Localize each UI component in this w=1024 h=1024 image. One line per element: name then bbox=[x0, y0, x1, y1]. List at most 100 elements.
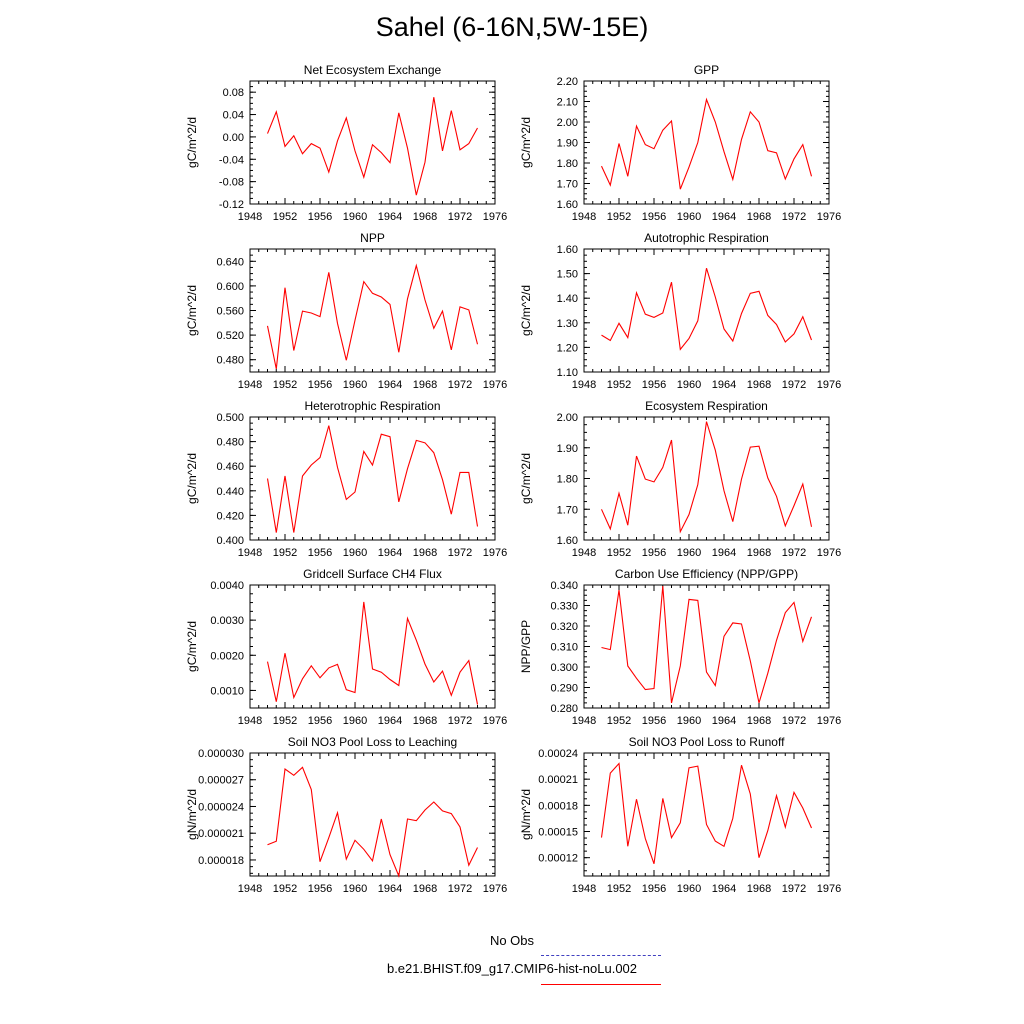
y-tick-label: 0.0020 bbox=[210, 650, 244, 662]
y-tick-label: -0.12 bbox=[219, 199, 244, 211]
x-tick-label: 1972 bbox=[448, 883, 472, 895]
x-tick-label: 1956 bbox=[642, 379, 666, 391]
x-tick-label: 1976 bbox=[483, 547, 507, 559]
y-tick-label: 0.520 bbox=[216, 330, 244, 342]
y-tick-label: 2.00 bbox=[557, 117, 578, 129]
x-tick-label: 1968 bbox=[413, 715, 437, 727]
y-tick-label: 0.0030 bbox=[210, 615, 244, 627]
x-tick-label: 1960 bbox=[677, 883, 701, 895]
y-tick-label: 1.60 bbox=[557, 199, 578, 211]
panel-title: Net Ecosystem Exchange bbox=[304, 63, 442, 77]
x-tick-label: 1948 bbox=[238, 547, 262, 559]
legend-label-no-obs: No Obs bbox=[489, 933, 535, 948]
y-tick-label: 0.00 bbox=[223, 132, 244, 144]
y-tick-label: 0.300 bbox=[550, 662, 578, 674]
panel-6: Ecosystem Respiration gC/m^2/d 1948 1952 195… bbox=[519, 399, 841, 559]
y-tick-label: 0.000027 bbox=[198, 775, 244, 787]
x-tick-label: 1976 bbox=[483, 211, 507, 223]
y-axis-label: gC/m^2/d bbox=[185, 117, 199, 168]
x-tick-label: 1976 bbox=[483, 883, 507, 895]
y-tick-label: 0.340 bbox=[550, 580, 578, 592]
x-tick-label: 1956 bbox=[642, 715, 666, 727]
plot-frame bbox=[583, 416, 830, 541]
y-tick-label: 0.480 bbox=[216, 355, 244, 367]
x-tick-label: 1948 bbox=[572, 715, 596, 727]
y-axis-label: NPP/GPP bbox=[519, 620, 533, 673]
y-tick-label: 0.480 bbox=[216, 437, 244, 449]
x-tick-label: 1968 bbox=[747, 547, 771, 559]
x-tick-label: 1956 bbox=[308, 883, 332, 895]
x-tick-label: 1948 bbox=[238, 715, 262, 727]
y-axis-label: gC/m^2/d bbox=[519, 453, 533, 504]
y-tick-label: -0.04 bbox=[219, 154, 244, 166]
x-tick-label: 1968 bbox=[413, 883, 437, 895]
x-tick-label: 1968 bbox=[747, 379, 771, 391]
y-tick-label: 1.10 bbox=[557, 367, 578, 379]
y-axis-label: gC/m^2/d bbox=[519, 285, 533, 336]
x-tick-label: 1968 bbox=[413, 379, 437, 391]
y-tick-label: 2.10 bbox=[557, 97, 578, 109]
panel-title: Soil NO3 Pool Loss to Runoff bbox=[629, 735, 786, 749]
x-tick-label: 1952 bbox=[607, 379, 631, 391]
x-tick-label: 1948 bbox=[572, 883, 596, 895]
y-tick-label: 0.330 bbox=[550, 601, 578, 613]
x-tick-label: 1976 bbox=[817, 379, 841, 391]
x-tick-label: 1948 bbox=[572, 379, 596, 391]
y-tick-label: 0.400 bbox=[216, 535, 244, 547]
x-tick-label: 1964 bbox=[712, 547, 736, 559]
y-tick-label: 0.000021 bbox=[198, 828, 244, 840]
x-tick-label: 1964 bbox=[712, 211, 736, 223]
x-tick-label: 1976 bbox=[817, 715, 841, 727]
x-tick-label: 1972 bbox=[782, 547, 806, 559]
series-line bbox=[601, 97, 813, 190]
x-tick-label: 1952 bbox=[273, 211, 297, 223]
series-line bbox=[266, 425, 479, 533]
x-tick-label: 1976 bbox=[817, 211, 841, 223]
y-tick-label: 1.40 bbox=[557, 293, 578, 305]
panel-7: Gridcell Surface CH4 Flux gC/m^2/d 1948 195… bbox=[185, 567, 507, 727]
y-tick-label: 1.70 bbox=[557, 504, 578, 516]
x-tick-label: 1964 bbox=[378, 379, 402, 391]
y-tick-label: 0.440 bbox=[216, 486, 244, 498]
y-tick-label: 0.00021 bbox=[538, 774, 578, 786]
y-tick-label: 0.08 bbox=[223, 87, 244, 99]
panel-4: Autotrophic Respiration gC/m^2/d 1948 1952 1… bbox=[519, 231, 841, 391]
plot-frame bbox=[249, 584, 496, 709]
y-tick-label: 2.20 bbox=[557, 76, 578, 88]
y-tick-label: 0.0040 bbox=[210, 580, 244, 592]
x-tick-label: 1972 bbox=[782, 883, 806, 895]
x-tick-label: 1952 bbox=[607, 211, 631, 223]
x-tick-label: 1972 bbox=[448, 547, 472, 559]
y-axis-label: gN/m^2/d bbox=[519, 789, 533, 840]
x-tick-label: 1972 bbox=[448, 211, 472, 223]
y-axis-label: gC/m^2/d bbox=[185, 621, 199, 672]
y-tick-label: 0.560 bbox=[216, 306, 244, 318]
y-tick-label: 1.80 bbox=[557, 474, 578, 486]
y-tick-label: 0.00012 bbox=[538, 853, 578, 865]
x-tick-label: 1948 bbox=[238, 379, 262, 391]
series-line bbox=[267, 766, 478, 879]
y-tick-label: 0.000024 bbox=[198, 801, 244, 813]
x-tick-label: 1964 bbox=[378, 715, 402, 727]
series-line bbox=[266, 601, 479, 705]
x-tick-label: 1956 bbox=[642, 883, 666, 895]
x-tick-label: 1956 bbox=[642, 211, 666, 223]
panel-title: NPP bbox=[360, 231, 385, 245]
x-tick-label: 1976 bbox=[817, 883, 841, 895]
x-tick-label: 1948 bbox=[238, 883, 262, 895]
panel-8: Carbon Use Efficiency (NPP/GPP) NPP/GPP 19… bbox=[519, 567, 841, 727]
x-tick-label: 1960 bbox=[343, 211, 367, 223]
y-tick-label: -0.08 bbox=[219, 177, 244, 189]
y-axis-label: gC/m^2/d bbox=[185, 285, 199, 336]
y-tick-label: 0.420 bbox=[216, 510, 244, 522]
y-tick-label: 1.20 bbox=[557, 342, 578, 354]
panel-title: Carbon Use Efficiency (NPP/GPP) bbox=[615, 567, 798, 581]
x-tick-label: 1960 bbox=[343, 883, 367, 895]
x-tick-label: 1956 bbox=[308, 211, 332, 223]
x-tick-label: 1972 bbox=[782, 715, 806, 727]
y-tick-label: 0.00018 bbox=[538, 800, 578, 812]
x-tick-label: 1956 bbox=[642, 547, 666, 559]
x-tick-label: 1972 bbox=[448, 715, 472, 727]
y-tick-label: 0.500 bbox=[216, 412, 244, 424]
